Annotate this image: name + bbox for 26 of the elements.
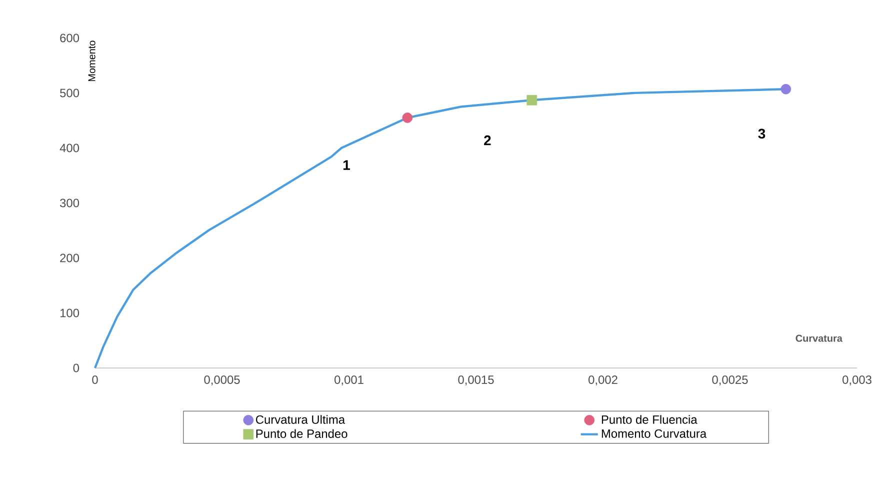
- x-tick-label: 0,002: [588, 376, 618, 386]
- y-tick-label: 500: [60, 88, 80, 98]
- legend-label: Punto de Pandeo: [256, 429, 348, 438]
- x-tick-label: 0: [92, 376, 98, 384]
- point: [526, 94, 538, 106]
- legend-label: Momento Curvatura: [602, 429, 707, 438]
- y-tick-label: 300: [60, 198, 80, 208]
- y-tick-label: 0: [73, 364, 80, 372]
- legend-label: Punto de Fluencia: [602, 415, 698, 424]
- y-axis-title: Momento: [88, 40, 96, 82]
- y-tick-label: 100: [60, 308, 80, 318]
- x-tick-label: 0,003: [842, 376, 872, 386]
- y-tick-label: 400: [60, 144, 80, 152]
- point: [780, 84, 792, 94]
- y-tick-label: 600: [60, 34, 80, 42]
- y-tick-label: 200: [60, 254, 80, 262]
- legend-label: Curvatura Ultima: [256, 415, 346, 424]
- x-axis-title: Curvatura: [796, 334, 842, 342]
- x-tick-label: 0,0015: [458, 376, 494, 386]
- annotation: 2: [484, 135, 491, 146]
- x-tick-label: 0,0005: [204, 376, 240, 386]
- x-tick-label: 0,0025: [712, 376, 748, 386]
- annotation: 3: [758, 128, 766, 139]
- x-tick-label: 0,001: [334, 376, 364, 386]
- point: [402, 112, 413, 123]
- annotation: 1: [343, 160, 350, 170]
